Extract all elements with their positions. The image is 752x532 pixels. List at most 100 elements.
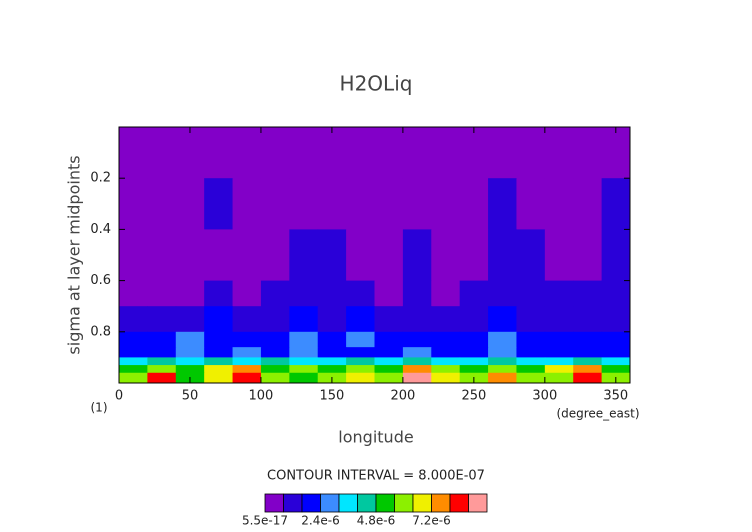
field-cell	[175, 127, 205, 179]
field-cell	[204, 178, 234, 230]
x-tick-label: 300	[532, 389, 557, 404]
field-cell	[431, 178, 461, 230]
field-cell	[147, 365, 177, 374]
field-cell	[317, 306, 347, 333]
field-cell	[232, 178, 262, 230]
field-cell	[374, 372, 404, 384]
field-cell	[459, 127, 489, 179]
field-cell	[119, 365, 148, 374]
colorbar-box	[338, 493, 358, 513]
field-cell	[516, 372, 546, 384]
colorbar-box	[468, 493, 488, 513]
field-cell	[488, 365, 517, 374]
chart-title: H2OLiq	[340, 72, 413, 96]
x-tick-label: 350	[603, 389, 628, 404]
field-cell	[289, 306, 319, 333]
x-unit: (degree_east)	[556, 407, 639, 421]
field-cell	[260, 229, 290, 282]
field-cell	[204, 127, 234, 179]
field-cell	[488, 280, 517, 307]
field-cell	[204, 331, 234, 348]
field-cell	[544, 365, 574, 374]
field-cell	[317, 127, 347, 179]
field-cell	[317, 365, 347, 374]
y-unit: (1)	[91, 401, 108, 415]
field-cell	[232, 365, 262, 374]
field-cell	[402, 357, 432, 366]
field-cell	[147, 280, 177, 307]
field-cell	[402, 306, 432, 333]
field-cell	[374, 229, 404, 282]
field-cell	[260, 372, 290, 384]
field-cell	[402, 372, 432, 384]
field-cell	[402, 280, 432, 307]
field-cell	[544, 178, 574, 230]
x-tick-label: 200	[390, 389, 415, 404]
field-cell	[544, 331, 574, 348]
field-cell	[516, 365, 546, 374]
field-cell	[119, 372, 148, 384]
field-cell	[374, 127, 404, 179]
field-cell	[459, 229, 489, 282]
field-cell	[317, 331, 347, 348]
field-cell	[175, 347, 205, 358]
field-cell	[204, 306, 234, 333]
field-cell	[147, 229, 177, 282]
field-cell	[374, 347, 404, 358]
field-cell	[431, 331, 461, 348]
field-cell	[289, 127, 319, 179]
field-cell	[204, 365, 234, 374]
field-cell	[317, 347, 347, 358]
field-cell	[346, 127, 375, 179]
field-cell	[260, 127, 290, 179]
field-cell	[147, 347, 177, 358]
field-cell	[374, 365, 404, 374]
colorbar-box	[301, 493, 321, 513]
colorbar-label: 5.5e-17	[242, 514, 288, 528]
field-cell	[346, 306, 375, 333]
field-cell	[119, 280, 148, 307]
field-cell	[232, 280, 262, 307]
field-cell	[488, 372, 517, 384]
field-cell	[516, 229, 546, 282]
field-cell	[601, 347, 631, 358]
field-cell	[232, 372, 262, 384]
field-cell	[516, 280, 546, 307]
y-axis-label: sigma at layer midpoints	[65, 155, 84, 354]
colorbar-box	[412, 493, 432, 513]
field-cell	[573, 372, 603, 384]
field-cell	[260, 347, 290, 358]
colorbar-box	[320, 493, 340, 513]
field-cell	[488, 347, 517, 358]
field-cell	[431, 229, 461, 282]
field-cell	[601, 365, 631, 374]
field-cell	[346, 229, 375, 282]
field-cell	[431, 306, 461, 333]
field-cell	[119, 229, 148, 282]
field-cell	[289, 229, 319, 282]
field-cell	[402, 365, 432, 374]
x-axis-label: longitude	[338, 428, 413, 447]
field-cell	[601, 229, 631, 282]
field-cell	[374, 357, 404, 366]
field-cell	[232, 127, 262, 179]
field-cell	[289, 372, 319, 384]
field-cell	[544, 347, 574, 358]
field-cell	[175, 178, 205, 230]
field-cell	[516, 357, 546, 366]
field-cell	[346, 331, 375, 348]
field-cell	[544, 280, 574, 307]
field-cell	[374, 331, 404, 348]
colorbar-box	[431, 493, 451, 513]
field-cell	[119, 306, 148, 333]
y-tick-label: 0.8	[90, 324, 111, 339]
field-cell	[516, 347, 546, 358]
field-cell	[601, 357, 631, 366]
field-cell	[289, 178, 319, 230]
y-tick-label: 0.2	[90, 171, 111, 186]
field-cell	[516, 127, 546, 179]
field-cell	[516, 331, 546, 348]
field-cell	[573, 280, 603, 307]
field-cell	[346, 347, 375, 358]
